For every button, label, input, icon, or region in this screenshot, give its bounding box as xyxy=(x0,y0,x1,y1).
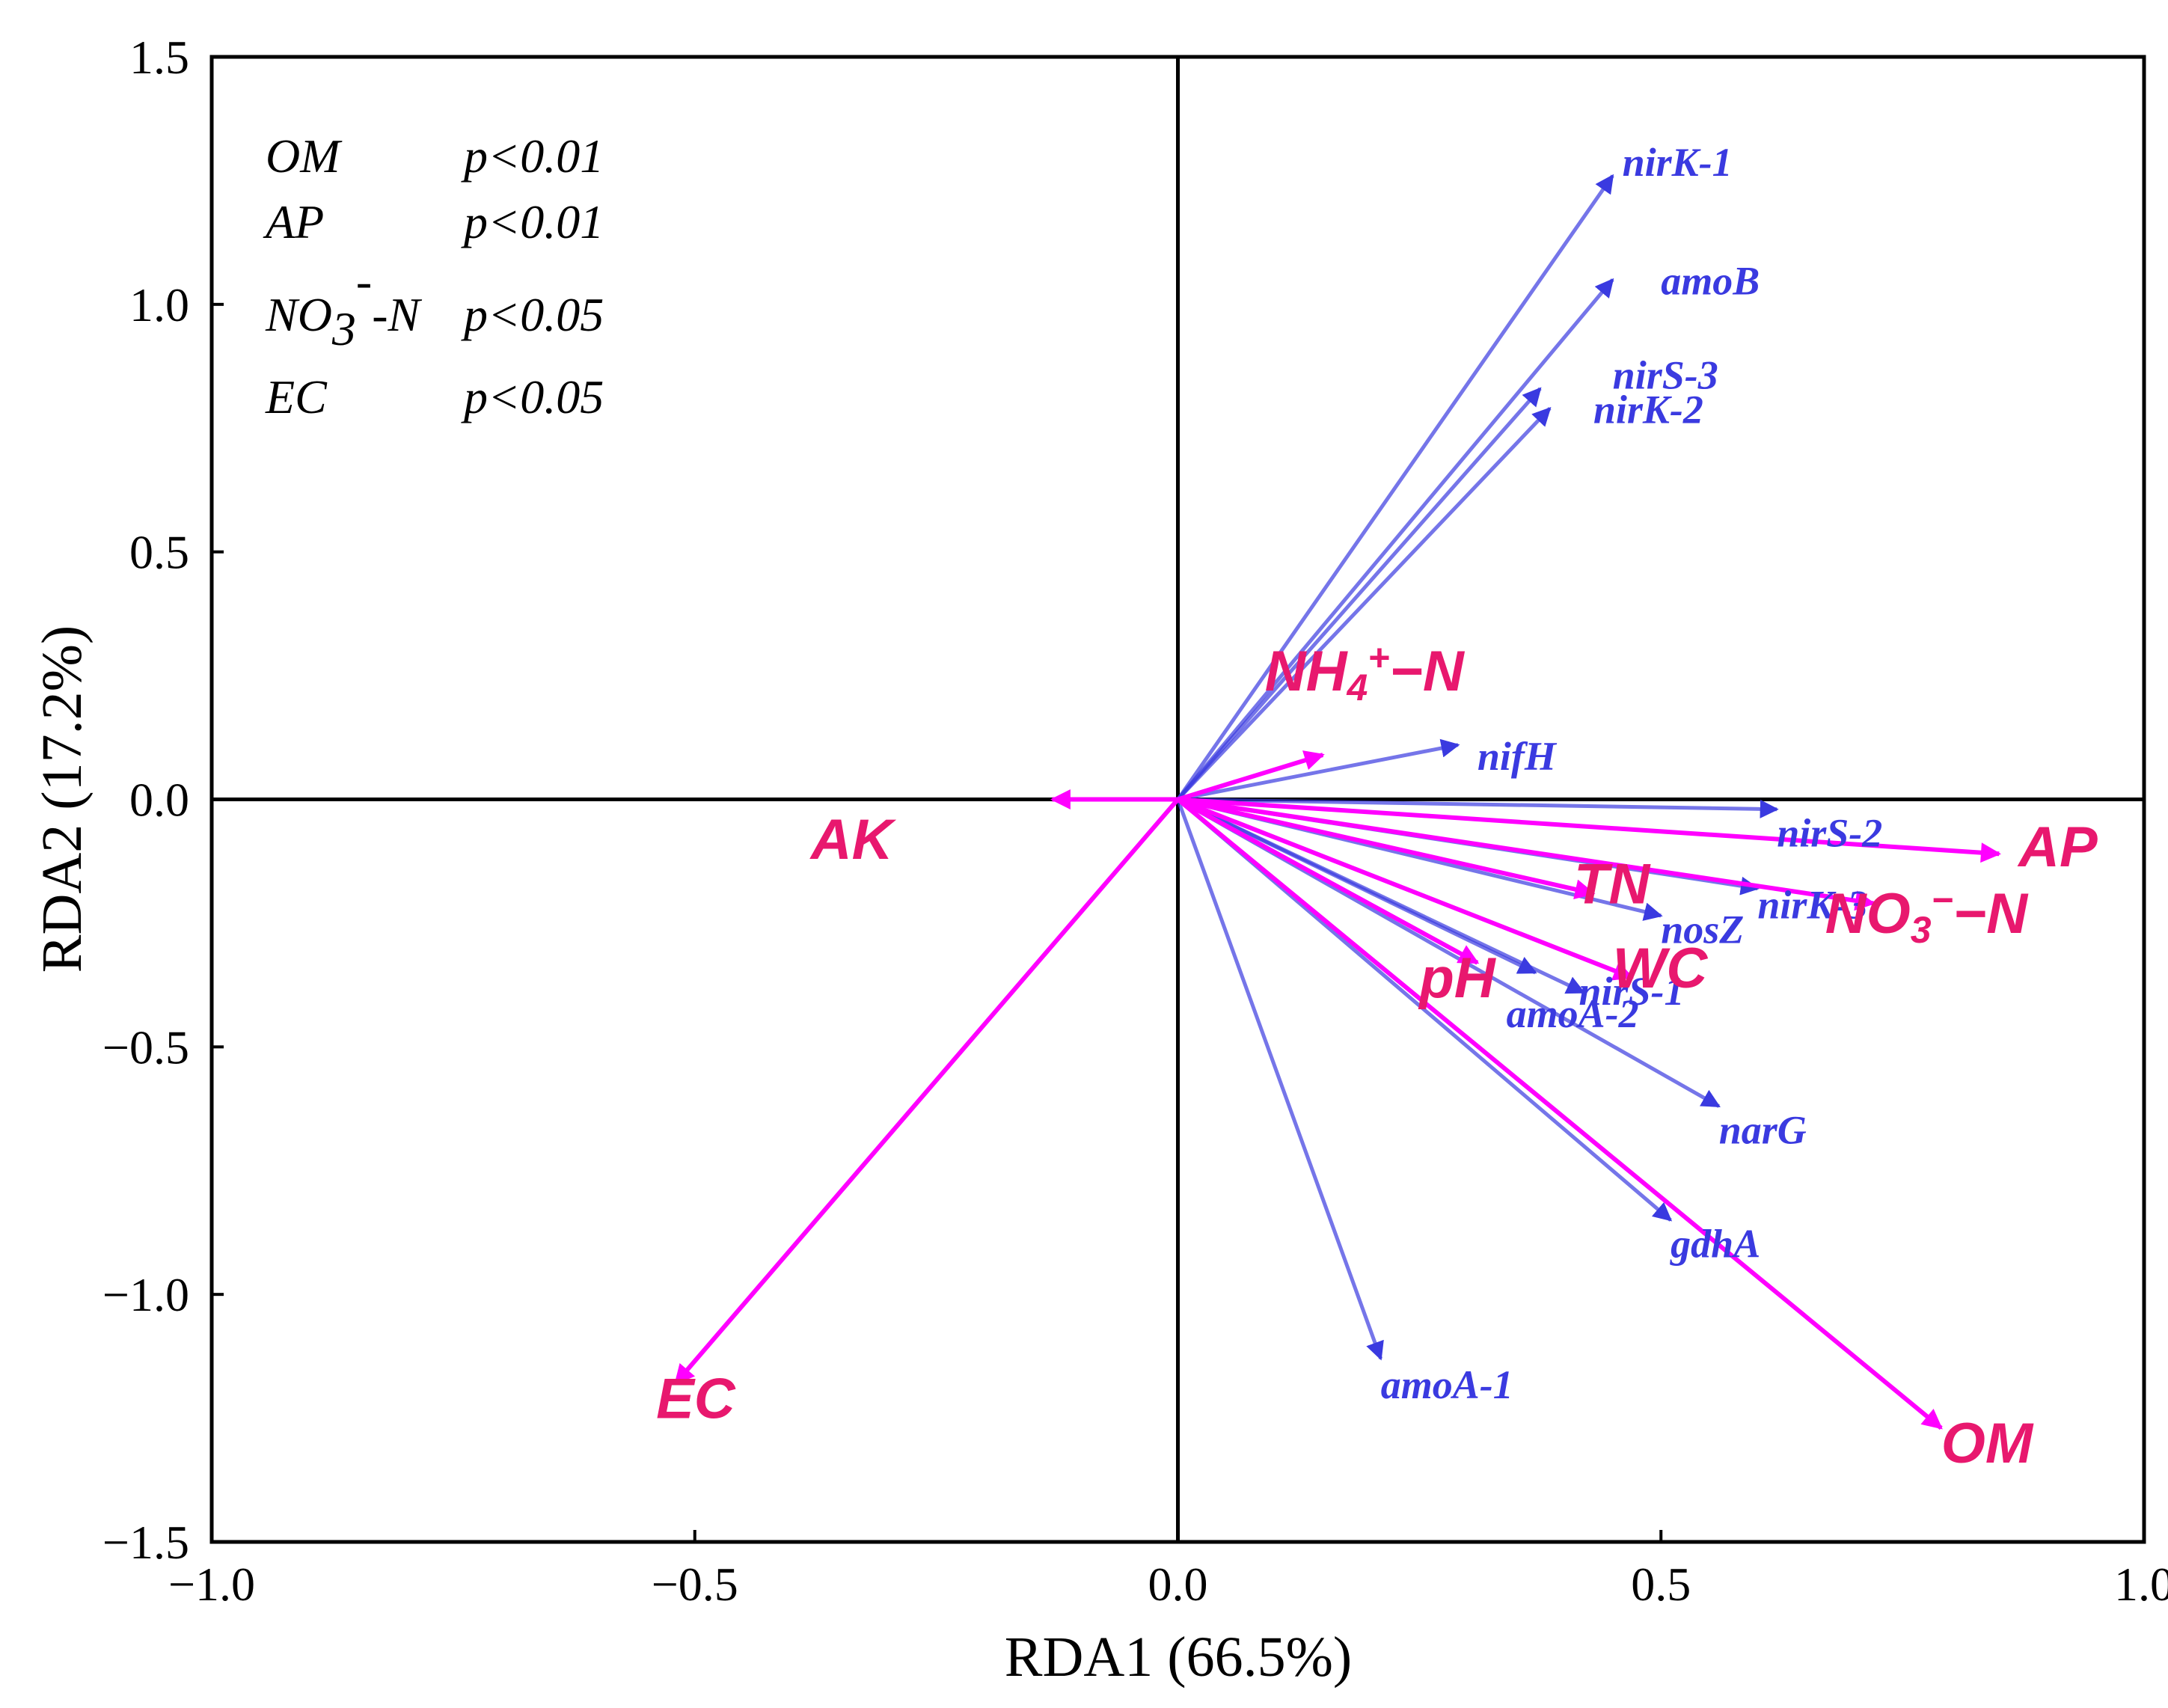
label-suffix: −N xyxy=(1390,640,1466,703)
label-superscript: - xyxy=(356,254,372,307)
label-subscript: 3 xyxy=(331,302,356,355)
gene-label-nirk-3: nirK-3 xyxy=(1757,882,1867,927)
gene-label-nirs-1: nirS-1 xyxy=(1578,969,1684,1014)
env-arrow-ap xyxy=(1178,797,2001,863)
env-arrow-no xyxy=(1178,797,1876,911)
env-label-ap: AP xyxy=(2017,815,2098,879)
label-main: WC xyxy=(1613,937,1709,1000)
x-tick-label: −0.5 xyxy=(652,1558,738,1611)
y-tick-label: 0.5 xyxy=(129,526,189,579)
gene-arrow-nifh xyxy=(1178,738,1460,801)
significance-var-ap: AP xyxy=(263,195,324,248)
gene-label-narg: narG xyxy=(1719,1107,1807,1152)
significance-p-ap: p<0.01 xyxy=(461,195,604,248)
env-label-wc: WC xyxy=(1613,937,1709,1000)
significance-table: OM p<0.01 AP p<0.01 NO3--N p<0.05 EC p<0.05 xyxy=(263,129,604,423)
env-label-om: OM xyxy=(1941,1412,2034,1475)
gene-arrow-amoa-1 xyxy=(1176,798,1384,1361)
label-suffix: −N xyxy=(1953,882,2029,946)
label-subscript: 3 xyxy=(1911,909,1932,951)
label-main: pH xyxy=(1418,946,1496,1010)
gene-arrow-nirs-2 xyxy=(1178,798,1779,818)
gene-arrow-nirs-3 xyxy=(1176,387,1542,801)
label-superscript: − xyxy=(1932,879,1953,921)
env-label-ph: pH xyxy=(1418,946,1496,1010)
x-tick-label: −1.0 xyxy=(168,1558,255,1611)
x-tick-label: 1.0 xyxy=(2114,1558,2168,1611)
env-arrow-wc xyxy=(1177,797,1635,981)
gene-label-nirs-3: nirS-3 xyxy=(1613,352,1718,397)
significance-p-ec: p<0.05 xyxy=(461,370,604,423)
gene-label-amoa-1: amoA-1 xyxy=(1381,1362,1513,1407)
label-main: OM xyxy=(1941,1412,2034,1475)
label-main: NO xyxy=(1825,882,1911,946)
label-main: EC xyxy=(656,1368,736,1431)
env-arrow-om xyxy=(1176,798,1943,1430)
env-label-ec: EC xyxy=(656,1368,736,1431)
label-main: EC xyxy=(265,370,328,423)
gene-label-gdha: gdhA xyxy=(1670,1222,1760,1267)
label-main: NO xyxy=(265,288,332,341)
x-tick-label: 0.0 xyxy=(1148,1558,1208,1611)
gene-label-amoa-2: amoA-2 xyxy=(1507,991,1639,1036)
significance-var-ec: EC xyxy=(265,370,328,423)
label-main: OM xyxy=(266,129,343,183)
gene-arrow-nirk-2 xyxy=(1176,406,1552,801)
label-main: AK xyxy=(809,808,897,872)
y-tick-label: 1.0 xyxy=(129,278,189,331)
significance-var-no: NO3--N xyxy=(265,254,423,355)
gene-label-nirk-1: nirK-1 xyxy=(1623,140,1733,185)
gene-arrow-amoa-2 xyxy=(1177,798,1537,975)
label-suffix: -N xyxy=(372,288,422,341)
env-label-ak: AK xyxy=(809,808,897,872)
ticks: −1.0 −0.5 0.0 0.5 1.0−1.5−1.0−0.50.00.51.01.… xyxy=(102,31,2168,1611)
env-arrow-tn xyxy=(1177,797,1596,900)
y-tick-label: −1.5 xyxy=(102,1516,189,1569)
env-label-tn: TN xyxy=(1574,852,1651,916)
environmental-arrows xyxy=(673,750,2001,1430)
env-arrow-ec xyxy=(673,798,1180,1386)
gene-label-nirk-2: nirK-2 xyxy=(1593,388,1703,432)
label-main: TN xyxy=(1574,852,1651,916)
significance-p-om: p<0.01 xyxy=(461,129,604,183)
x-axis-title: RDA1 (66.5%) xyxy=(1005,1626,1352,1689)
y-tick-label: −0.5 xyxy=(102,1020,189,1074)
y-axis-title: RDA2 (17.2%) xyxy=(31,625,94,973)
gene-label-nosz: nosZ xyxy=(1661,907,1744,952)
significance-p-no: p<0.05 xyxy=(461,288,604,341)
env-arrow-ph xyxy=(1177,797,1480,965)
x-tick-label: 0.5 xyxy=(1631,1558,1691,1611)
label-superscript: + xyxy=(1368,636,1389,678)
gene-label-nifh: nifH xyxy=(1478,734,1558,779)
y-tick-label: 1.5 xyxy=(129,31,189,84)
gene-label-nirs-2: nirS-2 xyxy=(1777,810,1882,855)
label-main: NH xyxy=(1265,640,1349,703)
gene-arrow-amob xyxy=(1176,278,1614,801)
gene-arrow-nirk-1 xyxy=(1176,174,1614,801)
env-label-no: NO3−−N xyxy=(1825,879,2029,951)
y-tick-label: 0.0 xyxy=(129,774,189,827)
significance-var-om: OM xyxy=(266,129,343,183)
label-subscript: 4 xyxy=(1347,666,1368,708)
label-main: AP xyxy=(2017,815,2098,879)
gene-label-amob: amoB xyxy=(1661,259,1760,304)
y-tick-label: −1.0 xyxy=(102,1268,189,1321)
label-main: AP xyxy=(263,195,324,248)
gene-arrows xyxy=(1176,174,1779,1361)
env-arrow-nh xyxy=(1177,750,1325,802)
env-label-nh: NH4+−N xyxy=(1265,636,1466,708)
